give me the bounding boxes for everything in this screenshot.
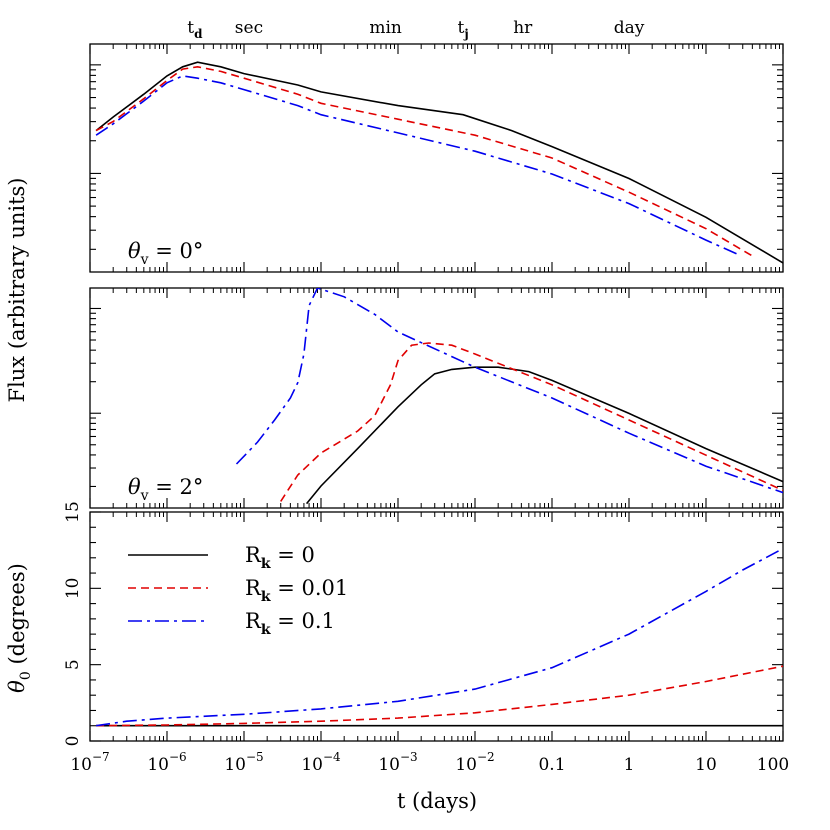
x-tick-label: 10−6 — [147, 750, 186, 775]
series-line-rk01 — [95, 75, 737, 255]
series-line-rk0 — [95, 61, 783, 264]
panel-frame — [89, 511, 784, 742]
x-tick-label: 1 — [624, 755, 635, 775]
x-tick-label: 10−4 — [301, 750, 341, 775]
series-line-rk001 — [95, 65, 753, 257]
y-tick-label: 0 — [63, 736, 83, 747]
x-tick-label: 10−2 — [455, 750, 494, 775]
bottom-y-tick-labels: 0 5 10 15 — [63, 501, 83, 746]
y-tick-label: 15 — [63, 501, 83, 523]
panel-annotation: θv = 0° — [128, 239, 203, 268]
theta0-axis-title: θ0 (degrees) — [5, 563, 34, 693]
top-time-label: sec — [235, 18, 263, 38]
x-tick-label: 0.1 — [538, 755, 565, 775]
series-line-rk01 — [235, 288, 783, 494]
x-tick-label: 100 — [757, 755, 789, 775]
series-line-rk001 — [96, 665, 783, 727]
top-labels: td sec min tj hr day — [187, 18, 644, 41]
top-time-label: td — [187, 18, 203, 41]
top-time-label: tj — [457, 18, 468, 41]
top-time-label: min — [369, 18, 402, 38]
series-line-rk01 — [95, 547, 783, 727]
series-line-rk0 — [305, 366, 783, 505]
legend-label-rk01: Rk = 0.1 — [245, 609, 335, 638]
y-tick-label: 10 — [63, 578, 83, 600]
x-tick-labels: 10−7 10−6 10−5 10−4 10−3 10−2 0.1 1 10 100 — [70, 750, 789, 775]
legend: Rk = 0 Rk = 0.01 Rk = 0.1 — [128, 543, 348, 638]
x-axis-title: t (days) — [397, 789, 477, 813]
legend-label-rk0: Rk = 0 — [245, 543, 315, 572]
y-tick-label: 5 — [63, 659, 83, 670]
series-line-rk001 — [280, 342, 783, 502]
top-time-label: hr — [513, 18, 533, 38]
panel-bottom — [89, 511, 784, 742]
x-tick-label: 10−5 — [224, 750, 263, 775]
panel-middle: θv = 2° — [89, 287, 784, 509]
legend-label-rk001: Rk = 0.01 — [245, 576, 348, 605]
panel-annotation: θv = 2° — [128, 475, 203, 504]
panel-frame — [89, 287, 784, 509]
flux-axis-title: Flux (arbitrary units) — [5, 178, 29, 403]
x-tick-label: 10−7 — [70, 750, 109, 775]
top-time-label: day — [614, 18, 645, 38]
panel-frame — [89, 43, 784, 273]
x-tick-label: 10−3 — [378, 750, 417, 775]
x-tick-label: 10 — [695, 755, 717, 775]
panel-top: θv = 0° — [89, 43, 784, 273]
